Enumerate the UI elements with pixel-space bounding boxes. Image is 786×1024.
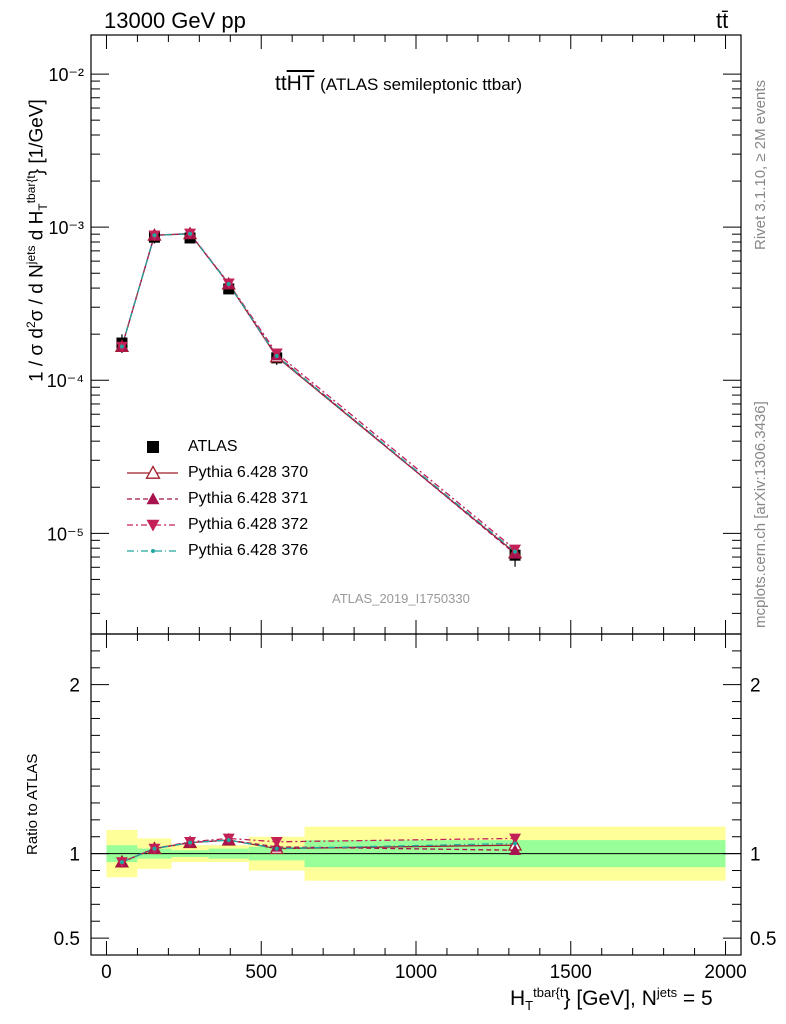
series-point-376 [188,231,193,236]
plot-title-main: tt [275,72,287,95]
series-line-371 [121,233,516,555]
legend-label-371: Pythia 6.428 371 [188,490,309,507]
x-tick-label: 1500 [550,962,592,983]
ratio-point-376 [513,841,518,846]
ratio-y-tick-label-right: 1 [750,845,761,866]
series-line-376 [121,233,516,553]
x-tick-label: 2000 [704,962,746,983]
ratio-y-tick-label-left: 2 [69,676,80,697]
series-point-376 [226,282,231,287]
legend-label-atlas: ATLAS [188,438,238,455]
main-frame [90,34,742,635]
main-y-tick-label: 10⁻³ [48,218,84,238]
legend-marker-atlas [147,441,159,453]
ratio-point-376 [119,860,124,865]
legend-marker-371 [146,492,160,505]
ratio-point-376 [152,846,157,851]
legend-marker-370 [145,465,161,479]
ratio-y-tick-label-left: 0.5 [54,929,80,950]
plot-title: ttHT (ATLAS semileptonic ttbar) [275,72,522,96]
legend-marker-376 [151,549,155,553]
legend-label-370: Pythia 6.428 370 [188,464,309,481]
series-point-376 [513,549,518,554]
series-line-370 [121,233,516,554]
series-point-372 [270,348,283,360]
ratio-point-376 [274,846,279,851]
legend-marker-372 [146,519,160,532]
header-left: 13000 GeV pp [104,8,246,33]
series-point-376 [152,233,157,238]
ratio-y-tick-label-right: 0.5 [750,929,776,950]
ratio-point-372 [509,833,522,845]
legend-label-372: Pythia 6.428 372 [188,516,309,533]
main-y-tick-label: 10⁻² [48,65,84,85]
ratio-y-tick-label-left: 1 [69,845,80,866]
ratio-line-376 [121,839,516,863]
series-point-376 [119,344,124,349]
ratio-y-tick-label-right: 2 [750,676,761,697]
main-y-tick-label: 10⁻⁴ [47,371,84,391]
series-point-376 [274,354,279,359]
ratio-point-372 [270,837,283,848]
legend-label-376: Pythia 6.428 376 [188,542,309,559]
main-y-tick-label: 10⁻⁵ [47,524,84,544]
ratio-frame [90,633,742,956]
plot-title-overline: HT [286,72,315,95]
header-right: tt̄ [716,8,729,33]
ratio-point-376 [226,838,231,843]
x-tick-label: 0 [101,962,112,983]
ratio-point-376 [188,840,193,845]
ratio-point-371 [509,844,522,856]
x-tick-label: 1000 [395,962,437,983]
x-tick-label: 500 [245,962,277,983]
xlabel: HTtbar{t} [GeV], Njets = 5 [510,985,713,1014]
plot-title-sub: (ATLAS semileptonic ttbar) [320,75,523,94]
analysis-watermark: ATLAS_2019_I1750330 [332,591,470,606]
